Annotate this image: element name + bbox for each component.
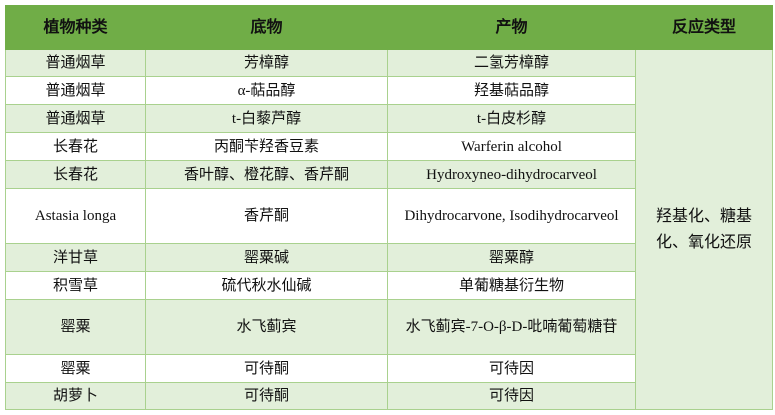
substrate-cell: 香芹酮 — [145, 188, 388, 244]
header-substrate: 底物 — [145, 5, 388, 50]
table-row: 长春花 香叶醇、橙花醇、香芹酮 Hydroxyneo-dihydrocarveol — [5, 160, 773, 189]
table-row: Astasia longa 香芹酮 Dihydrocarvone, Isodihyd… — [5, 188, 773, 244]
table-row: 积雪草 硫代秋水仙碱 单葡糖基衍生物 — [5, 271, 773, 300]
table-row: 长春花 丙酮苄羟香豆素 Warferin alcohol — [5, 132, 773, 161]
product-cell: 可待因 — [387, 354, 636, 383]
plant-cell: 普通烟草 — [5, 76, 146, 105]
substrate-cell: t-白藜芦醇 — [145, 104, 388, 133]
plant-cell: 罂粟 — [5, 299, 146, 355]
reaction-type-cell: 羟基化、糖基化、氧化还原 — [635, 49, 773, 410]
product-cell: Warferin alcohol — [387, 132, 636, 161]
plant-cell: Astasia longa — [5, 188, 146, 244]
substrate-cell: 芳樟醇 — [145, 49, 388, 77]
product-cell: Dihydrocarvone, Isodihydrocarveol — [387, 188, 636, 244]
plant-cell: 罂粟 — [5, 354, 146, 383]
product-cell: 羟基萜品醇 — [387, 76, 636, 105]
plant-cell: 胡萝卜 — [5, 382, 146, 410]
product-cell: 罂粟醇 — [387, 243, 636, 272]
table-row: 罂粟 水飞蓟宾 水飞蓟宾-7-O-β-D-吡喃葡萄糖苷 — [5, 299, 773, 355]
substrate-cell: 香叶醇、橙花醇、香芹酮 — [145, 160, 388, 189]
product-cell: 单葡糖基衍生物 — [387, 271, 636, 300]
table-row: 普通烟草 t-白藜芦醇 t-白皮杉醇 — [5, 104, 773, 133]
header-reaction-type: 反应类型 — [635, 5, 773, 50]
substrate-cell: 丙酮苄羟香豆素 — [145, 132, 388, 161]
plant-cell: 普通烟草 — [5, 49, 146, 77]
substrate-cell: 可待酮 — [145, 354, 388, 383]
product-cell: 水飞蓟宾-7-O-β-D-吡喃葡萄糖苷 — [387, 299, 636, 355]
table-row: 罂粟 可待酮 可待因 — [5, 354, 773, 383]
substrate-cell: 硫代秋水仙碱 — [145, 271, 388, 300]
product-cell: 可待因 — [387, 382, 636, 410]
product-cell: t-白皮杉醇 — [387, 104, 636, 133]
biotransformation-table: 植物种类 底物 产物 反应类型 普通烟草 芳樟醇 二氢芳樟醇 羟基化、糖基化、氧化还原… — [5, 5, 773, 410]
table-row: 普通烟草 α-萜品醇 羟基萜品醇 — [5, 76, 773, 105]
header-plant: 植物种类 — [5, 5, 146, 50]
table-row: 胡萝卜 可待酮 可待因 — [5, 382, 773, 410]
plant-cell: 积雪草 — [5, 271, 146, 300]
plant-cell: 长春花 — [5, 132, 146, 161]
header-product: 产物 — [387, 5, 636, 50]
substrate-cell: 可待酮 — [145, 382, 388, 410]
product-cell: 二氢芳樟醇 — [387, 49, 636, 77]
plant-cell: 长春花 — [5, 160, 146, 189]
header-row: 植物种类 底物 产物 反应类型 — [5, 5, 773, 50]
plant-cell: 普通烟草 — [5, 104, 146, 133]
table-row: 普通烟草 芳樟醇 二氢芳樟醇 羟基化、糖基化、氧化还原 — [5, 49, 773, 410]
substrate-cell: 罂粟碱 — [145, 243, 388, 272]
product-cell: Hydroxyneo-dihydrocarveol — [387, 160, 636, 189]
substrate-cell: 水飞蓟宾 — [145, 299, 388, 355]
substrate-cell: α-萜品醇 — [145, 76, 388, 105]
plant-cell: 洋甘草 — [5, 243, 146, 272]
